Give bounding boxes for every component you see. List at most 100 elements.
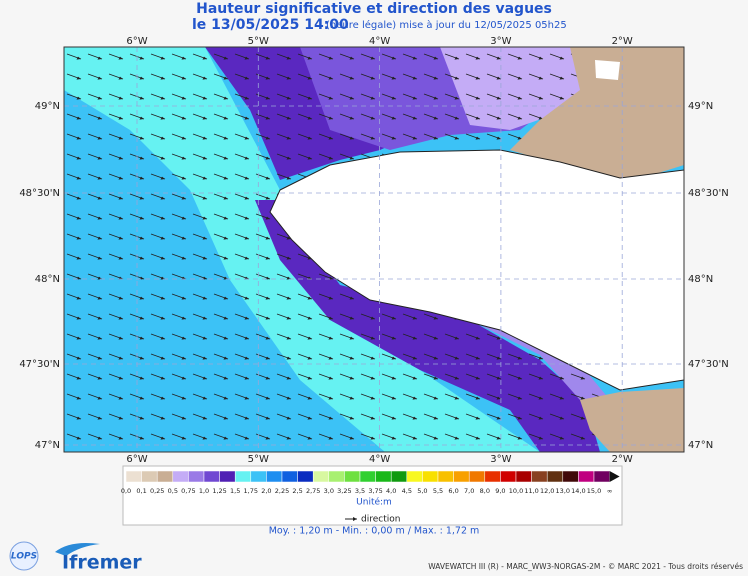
colorbar-label: 2,5 [292, 487, 302, 495]
colorbar-swatch [562, 470, 579, 483]
map [64, 47, 684, 452]
colorbar-label: 3,75 [368, 487, 382, 495]
colorbar-swatch [468, 470, 486, 483]
colorbar-label: 3,25 [337, 487, 351, 495]
lat-label-left: 47°30'N [19, 359, 60, 370]
title: Hauteur significative et direction des v… [196, 1, 552, 17]
land-brittany [269, 149, 684, 391]
colorbar-end [609, 471, 620, 482]
colorbar-label: 13,0 [556, 487, 570, 495]
colorbar-label: 4,5 [402, 487, 412, 495]
lat-label-left: 48°30'N [19, 188, 60, 199]
direction-arrowhead [353, 517, 357, 521]
colorbar-label: 1,0 [199, 487, 209, 495]
colorbar-swatch [359, 470, 376, 483]
colorbar-swatch [422, 470, 439, 483]
colorbar-swatch [515, 470, 532, 483]
lon-label-top: 6°W [126, 36, 147, 47]
colorbar-swatch [531, 470, 548, 483]
colorbar-label: 2,25 [275, 487, 289, 495]
lat-label-left: 48°N [35, 274, 60, 285]
lon-label-bottom: 6°W [126, 454, 147, 465]
colorbar-label: 1,5 [230, 487, 240, 495]
colorbar-label: 7,0 [464, 487, 474, 495]
lops-text: LOPS [11, 552, 37, 562]
lon-label-top: 5°W [248, 36, 269, 47]
colorbar-label: 8,0 [480, 487, 490, 495]
colorbar-swatch [593, 470, 610, 483]
colorbar-swatch [250, 470, 267, 483]
colorbar-label: 15,0 [587, 487, 601, 495]
lat-label-right: 47°N [688, 440, 713, 451]
colorbar-swatch [234, 470, 252, 483]
ifremer-text: Ifremer [62, 552, 142, 574]
direction-label: direction [361, 515, 400, 525]
lops-logo [9, 541, 39, 571]
graticule: 6°W 6°W 5°W 5°W 4°W 4°W 3°W 3°W 2°W 2°W 49°N 49°N 48… [19, 36, 728, 465]
colorbar-label: 1,25 [212, 487, 226, 495]
colorbar-label: 10,0 [509, 487, 523, 495]
colorbar-label: 5,0 [417, 487, 427, 495]
colorbar-label: 14,0 [571, 487, 585, 495]
colorbar-label: 2,75 [306, 487, 320, 495]
colorbar-swatch [437, 470, 454, 483]
lat-label-left: 49°N [35, 101, 60, 112]
lat-label-right: 49°N [688, 101, 713, 112]
colorbar-swatch [453, 470, 470, 483]
colorbar-swatch [578, 470, 595, 483]
colorbar-swatch [484, 470, 501, 483]
colorbar-label: 0,1 [136, 487, 146, 495]
colorbar-label: 4,0 [386, 487, 396, 495]
colorbar-swatch [141, 470, 158, 483]
lon-label-bottom: 5°W [248, 454, 269, 465]
lon-label-bottom: 4°W [369, 454, 390, 465]
unit: Unité:m [356, 497, 392, 508]
colorbar-label: 0,75 [181, 487, 195, 495]
colorbar-swatch [406, 470, 423, 483]
land-south [580, 388, 684, 452]
colorbar-label: 12,0 [540, 487, 554, 495]
colorbar-swatch [281, 470, 298, 483]
update-note: (heure légale) mise à jour du 12/05/2025… [326, 19, 567, 31]
colorbar-swatch [125, 470, 142, 483]
lat-label-right: 48°N [688, 274, 713, 285]
colorbar-label: ∞ [607, 487, 612, 495]
colorbar-swatch [297, 470, 314, 483]
colorbar-swatch [375, 470, 392, 483]
colorbar-swatch [546, 470, 564, 483]
map-frame [63, 46, 685, 453]
colorbar-swatch [188, 470, 205, 483]
colorbar-label: 5,5 [433, 487, 443, 495]
colorbar-label: 6,0 [448, 487, 458, 495]
land-patch [595, 60, 620, 80]
colorbar-swatch [172, 470, 189, 483]
lon-label-bottom: 3°W [490, 454, 511, 465]
lon-label-top: 2°W [612, 36, 633, 47]
colorbar-swatch [390, 470, 408, 483]
colorbar-label: 0,5 [168, 487, 178, 495]
colorbar-swatch [203, 470, 220, 483]
colorbar-swatch [156, 470, 174, 483]
colorbar-label: 1,75 [244, 487, 258, 495]
lat-label-right: 48°30'N [688, 188, 729, 199]
colorbar-label: 3,5 [355, 487, 365, 495]
date: le 13/05/2025 14:00 [192, 17, 349, 33]
colorbar: 0,0 0,1 0,25 0,5 0,75 1,0 1,25 1,5 1,75 2,0 2,25 2,… [121, 470, 620, 495]
lon-label-top: 3°W [490, 36, 511, 47]
colorbar-swatch [328, 470, 345, 483]
colorbar-label: 0,0 [121, 487, 131, 495]
colorbar-label: 3,0 [324, 487, 334, 495]
colorbar-swatch [344, 470, 361, 483]
colorbar-label: 0,25 [150, 487, 164, 495]
lat-label-right: 47°30'N [688, 359, 729, 370]
lat-label-left: 47°N [35, 440, 60, 451]
colorbar-swatch [219, 470, 236, 483]
credit: WAVEWATCH III (R) - MARC_WW3-NORGAS-2M -… [428, 562, 743, 571]
colorbar-swatch [266, 470, 283, 483]
colorbar-label: 11,0 [524, 487, 538, 495]
lon-label-bottom: 2°W [612, 454, 633, 465]
colorbar-label: 9,0 [495, 487, 505, 495]
land-north [510, 47, 684, 185]
